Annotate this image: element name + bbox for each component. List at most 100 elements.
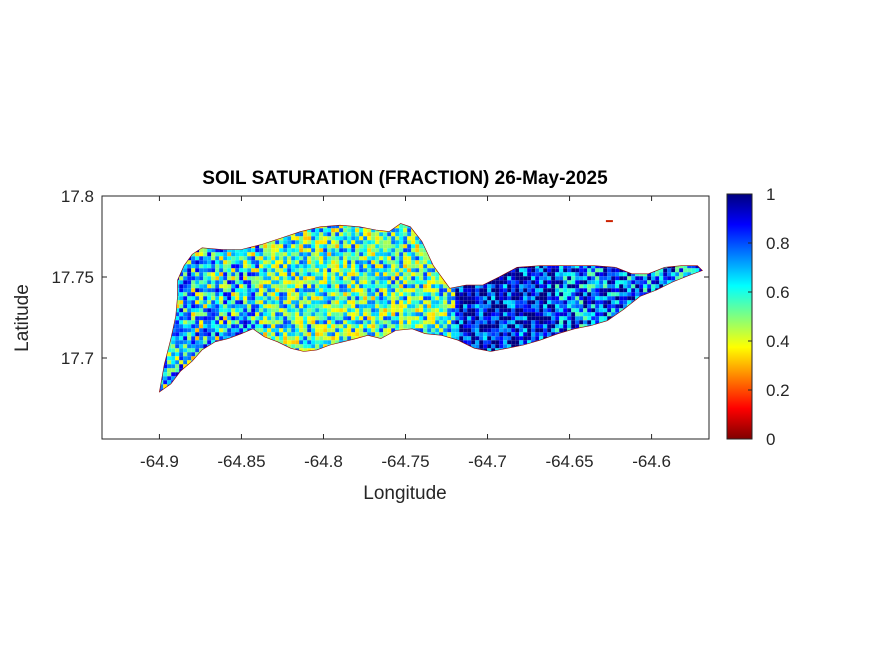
heatmap-cell bbox=[179, 348, 184, 353]
heatmap-cell bbox=[571, 268, 576, 273]
heatmap-cell bbox=[503, 304, 508, 309]
heatmap-cell bbox=[607, 280, 612, 285]
heatmap-cell bbox=[511, 344, 516, 349]
heatmap-cell bbox=[479, 296, 484, 301]
heatmap-cell bbox=[391, 304, 396, 309]
heatmap-cell bbox=[311, 296, 316, 301]
heatmap-cell bbox=[439, 292, 444, 297]
heatmap-cell bbox=[335, 316, 340, 321]
heatmap-cell bbox=[575, 312, 580, 317]
heatmap-cell bbox=[519, 332, 524, 337]
heatmap-cell bbox=[359, 332, 364, 337]
heatmap-cell bbox=[531, 312, 536, 317]
heatmap-cell bbox=[215, 296, 220, 301]
heatmap-cell bbox=[383, 264, 388, 269]
heatmap-cell bbox=[215, 312, 220, 317]
heatmap-cell bbox=[351, 268, 356, 273]
heatmap-cell bbox=[599, 280, 604, 285]
heatmap-cell bbox=[319, 312, 324, 317]
heatmap-cell bbox=[263, 304, 268, 309]
heatmap-cell bbox=[459, 304, 464, 309]
heatmap-cell bbox=[575, 316, 580, 321]
heatmap-cell bbox=[267, 308, 272, 313]
heatmap-cell bbox=[587, 284, 592, 289]
heatmap-cell bbox=[367, 252, 372, 257]
heatmap-cell bbox=[419, 304, 424, 309]
heatmap-cell bbox=[479, 320, 484, 325]
heatmap-cell bbox=[251, 276, 256, 281]
heatmap-cell bbox=[567, 300, 572, 305]
heatmap-cell bbox=[323, 304, 328, 309]
heatmap-cell bbox=[215, 260, 220, 265]
heatmap-cell bbox=[555, 284, 560, 289]
heatmap-cell bbox=[335, 232, 340, 237]
heatmap-cell bbox=[403, 280, 408, 285]
heatmap-cell bbox=[219, 264, 224, 269]
heatmap-cell bbox=[607, 276, 612, 281]
heatmap-cell bbox=[399, 292, 404, 297]
heatmap-cell bbox=[615, 272, 620, 277]
heatmap-cell bbox=[543, 280, 548, 285]
heatmap-cell bbox=[323, 240, 328, 245]
heatmap-cell bbox=[315, 288, 320, 293]
heatmap-cell bbox=[287, 268, 292, 273]
heatmap-cell bbox=[295, 256, 300, 261]
heatmap-cell bbox=[431, 316, 436, 321]
heatmap-cell bbox=[447, 288, 452, 293]
heatmap-cell bbox=[463, 320, 468, 325]
heatmap-cell bbox=[335, 296, 340, 301]
heatmap-cell bbox=[615, 300, 620, 305]
heatmap-cell bbox=[291, 332, 296, 337]
heatmap-cell bbox=[543, 292, 548, 297]
heatmap-cell bbox=[407, 316, 412, 321]
heatmap-cell bbox=[315, 272, 320, 277]
heatmap-cell bbox=[519, 292, 524, 297]
heatmap-cell bbox=[211, 300, 216, 305]
heatmap-cell bbox=[391, 248, 396, 253]
heatmap-cell bbox=[319, 268, 324, 273]
heatmap-cell bbox=[579, 312, 584, 317]
heatmap-cell bbox=[319, 304, 324, 309]
heatmap-cell bbox=[391, 316, 396, 321]
heatmap-cell bbox=[347, 256, 352, 261]
heatmap-cell bbox=[399, 260, 404, 265]
heatmap-cell bbox=[567, 320, 572, 325]
heatmap-cell bbox=[611, 304, 616, 309]
heatmap-cell bbox=[427, 260, 432, 265]
heatmap-cell bbox=[327, 260, 332, 265]
heatmap-cell bbox=[387, 240, 392, 245]
heatmap-cell bbox=[439, 324, 444, 329]
heatmap-cell bbox=[183, 344, 188, 349]
heatmap-cell bbox=[291, 276, 296, 281]
heatmap-cell bbox=[283, 260, 288, 265]
heatmap-cell bbox=[563, 308, 568, 313]
heatmap-cell bbox=[439, 320, 444, 325]
heatmap-cell bbox=[287, 304, 292, 309]
heatmap-cell bbox=[231, 256, 236, 261]
heatmap-cell bbox=[571, 304, 576, 309]
heatmap-cell bbox=[327, 248, 332, 253]
heatmap-cell bbox=[227, 284, 232, 289]
heatmap-cell bbox=[207, 340, 212, 345]
heatmap-cell bbox=[527, 324, 532, 329]
heatmap-cell bbox=[215, 276, 220, 281]
heatmap-cell bbox=[439, 288, 444, 293]
heatmap-cell bbox=[443, 288, 448, 293]
heatmap-cell bbox=[547, 324, 552, 329]
heatmap-cell bbox=[303, 336, 308, 341]
heatmap-cell bbox=[511, 292, 516, 297]
heatmap-cell bbox=[299, 240, 304, 245]
heatmap-cell bbox=[327, 320, 332, 325]
heatmap-cell bbox=[191, 328, 196, 333]
heatmap-cell bbox=[451, 332, 456, 337]
heatmap-cell bbox=[291, 316, 296, 321]
heatmap-cell bbox=[407, 264, 412, 269]
heatmap-cell bbox=[395, 284, 400, 289]
heatmap-cell bbox=[535, 292, 540, 297]
heatmap-cell bbox=[655, 280, 660, 285]
heatmap-cell bbox=[363, 304, 368, 309]
heatmap-cell bbox=[203, 320, 208, 325]
heatmap-cell bbox=[499, 316, 504, 321]
heatmap-cell bbox=[431, 284, 436, 289]
heatmap-cell bbox=[331, 268, 336, 273]
